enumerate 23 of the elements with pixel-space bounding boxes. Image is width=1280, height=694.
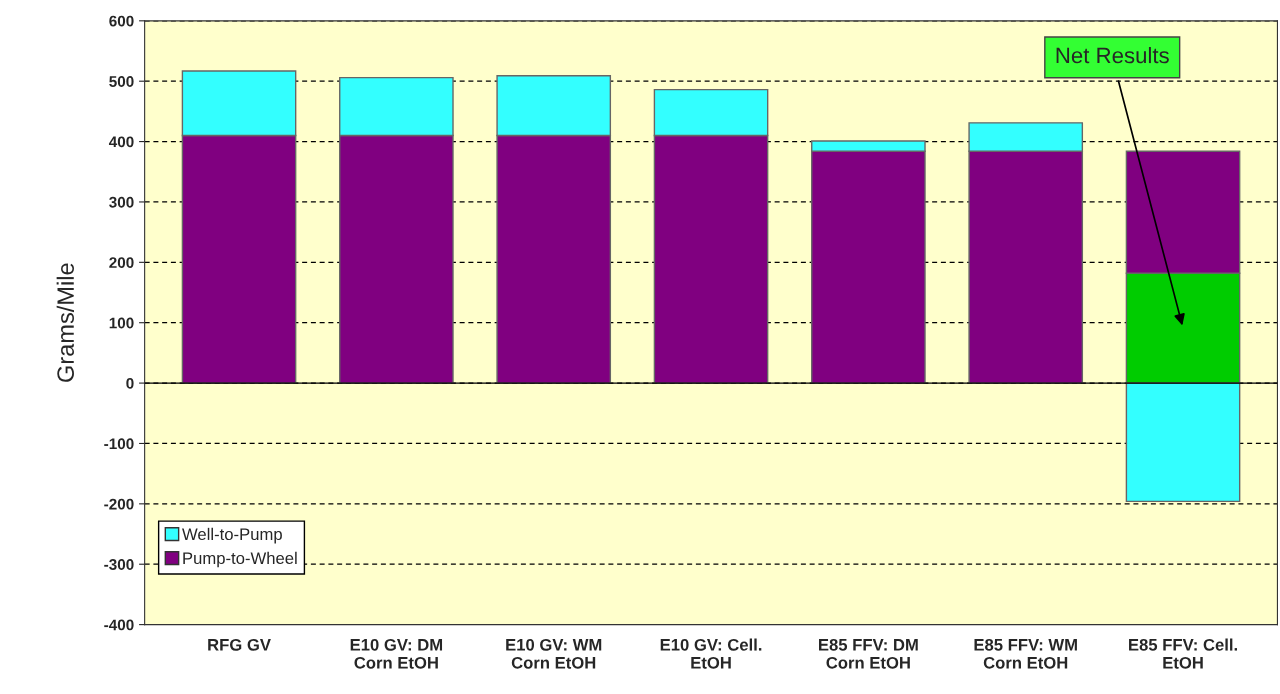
y-tick-label: -300 (104, 559, 134, 570)
y-tick-label: 200 (109, 257, 134, 269)
y-tick-label: -100 (104, 438, 134, 450)
x-tick-label: E10 GV: WM Corn EtOH (506, 638, 602, 669)
bar (1125, 382, 1241, 503)
annotation: Net Results (1056, 46, 1169, 64)
y-tick-label: 100 (109, 317, 134, 329)
x-tick-label: E10 GV: DM Corn EtOH (350, 638, 443, 669)
legend-label: Well-to-Pump (182, 527, 282, 544)
y-tick-label: -200 (104, 498, 134, 510)
y-tick-label: 400 (108, 136, 134, 148)
x-tick-label: E85 FFV: WM Corn EtOH (974, 638, 1077, 669)
y-tick-label: 500 (109, 76, 134, 87)
y-axis-title: Grams/Mile (56, 263, 74, 382)
y-tick-label: 0 (126, 377, 134, 389)
y-tick-label: 300 (109, 196, 134, 208)
x-tick-label: E10 GV: Cell. EtOH (660, 638, 762, 669)
y-tick-label: -400 (104, 619, 134, 631)
x-tick-label: E85 FFV: Cell. EtOH (1129, 638, 1238, 669)
x-tick-label: E85 FFV: DM Corn EtOH (819, 638, 918, 669)
legend-label: Pump-to-Wheel (183, 551, 297, 568)
y-tick-label: 600 (109, 15, 134, 27)
x-tick-label: RFG GV (208, 638, 271, 651)
